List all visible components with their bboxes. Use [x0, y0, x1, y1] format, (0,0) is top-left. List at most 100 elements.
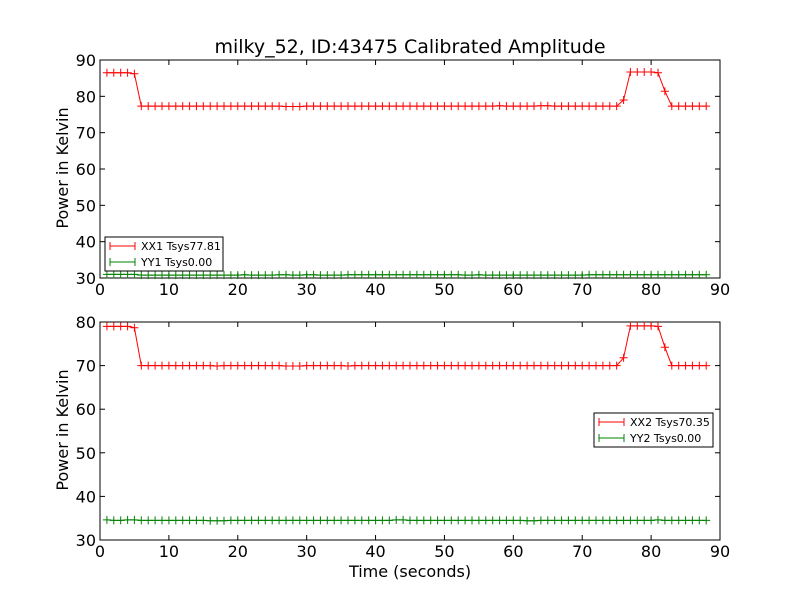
data-point: [240, 270, 249, 279]
data-point: [371, 102, 380, 111]
data-point: [144, 361, 153, 370]
data-point: [137, 361, 146, 370]
data-point: [295, 271, 304, 280]
series-2: [102, 270, 711, 280]
data-point: [151, 271, 160, 280]
data-point: [502, 516, 511, 525]
data-point: [502, 361, 511, 370]
data-point: [598, 270, 607, 279]
data-point: [378, 361, 387, 370]
data-point: [578, 361, 587, 370]
data-point: [385, 270, 394, 279]
data-point: [605, 102, 614, 111]
data-point: [178, 102, 187, 111]
data-point: [178, 516, 187, 525]
data-point: [213, 102, 222, 111]
data-point: [688, 516, 697, 525]
data-point: [426, 361, 435, 370]
data-point: [357, 516, 366, 525]
data-point: [392, 102, 401, 111]
data-point: [619, 353, 628, 362]
data-point: [454, 361, 463, 370]
data-point: [337, 516, 346, 525]
data-point: [619, 270, 628, 279]
data-point: [254, 102, 263, 111]
data-point: [220, 271, 228, 280]
data-point: [316, 361, 325, 370]
x-tick-label: 20: [228, 542, 248, 561]
data-point: [364, 270, 373, 279]
data-point: [612, 516, 621, 525]
data-point: [681, 270, 690, 279]
x-tick-label: 40: [365, 280, 385, 299]
data-point: [130, 323, 139, 332]
data-point: [254, 271, 263, 280]
bottom-ylabel: Power in Kelvin: [53, 369, 72, 490]
data-point: [640, 68, 649, 76]
x-tick-label: 50: [434, 542, 454, 561]
data-point: [109, 322, 118, 331]
data-point: [654, 515, 662, 524]
data-point: [323, 361, 332, 370]
data-point: [461, 361, 470, 370]
y-tick-label: 40: [76, 487, 96, 506]
data-point: [481, 271, 490, 280]
data-point: [605, 361, 614, 370]
x-tick-label: 60: [503, 280, 523, 299]
data-point: [302, 516, 311, 525]
data-point: [247, 271, 256, 280]
data-point: [185, 361, 194, 370]
data-point: [481, 361, 490, 370]
data-point: [585, 270, 594, 279]
data-point: [378, 102, 387, 111]
data-point: [226, 102, 235, 111]
data-point: [647, 68, 656, 76]
x-tick-label: 30: [296, 280, 316, 299]
data-point: [440, 361, 449, 370]
data-point: [406, 516, 414, 525]
data-point: [206, 102, 215, 111]
data-point: [702, 102, 711, 111]
series-2: [102, 515, 711, 525]
y-tick-label: 60: [76, 400, 96, 419]
data-point: [640, 516, 649, 525]
data-point: [199, 102, 208, 111]
data-point: [109, 270, 118, 279]
data-point: [240, 516, 249, 525]
data-point: [261, 516, 270, 525]
data-point: [364, 102, 373, 111]
data-point: [130, 515, 139, 524]
y-tick-label: 30: [76, 531, 96, 550]
data-point: [488, 516, 497, 525]
data-point: [702, 361, 711, 370]
data-point: [261, 271, 270, 280]
data-point: [412, 516, 421, 525]
data-point: [302, 270, 311, 279]
data-point: [598, 361, 607, 370]
data-point: [275, 516, 284, 525]
data-point: [206, 516, 215, 525]
y-tick-label: 80: [76, 87, 96, 106]
legend-entry: YY1 Tsys0.00: [140, 256, 212, 269]
data-point: [330, 516, 339, 525]
series-1: [102, 321, 711, 370]
data-point: [598, 102, 607, 111]
data-point: [247, 102, 256, 111]
data-point: [495, 271, 504, 280]
data-point: [674, 516, 683, 525]
data-point: [302, 361, 311, 370]
data-point: [461, 271, 470, 280]
data-point: [268, 102, 277, 111]
data-point: [144, 516, 153, 525]
data-point: [433, 270, 442, 279]
legend-entry: XX1 Tsys77.81: [141, 240, 221, 253]
data-point: [695, 516, 704, 525]
data-point: [164, 361, 173, 370]
data-point: [199, 271, 208, 280]
data-point: [667, 270, 676, 279]
data-point: [130, 69, 139, 78]
data-point: [426, 270, 435, 279]
data-point: [509, 361, 518, 370]
data-point: [564, 271, 573, 280]
data-point: [288, 271, 297, 280]
